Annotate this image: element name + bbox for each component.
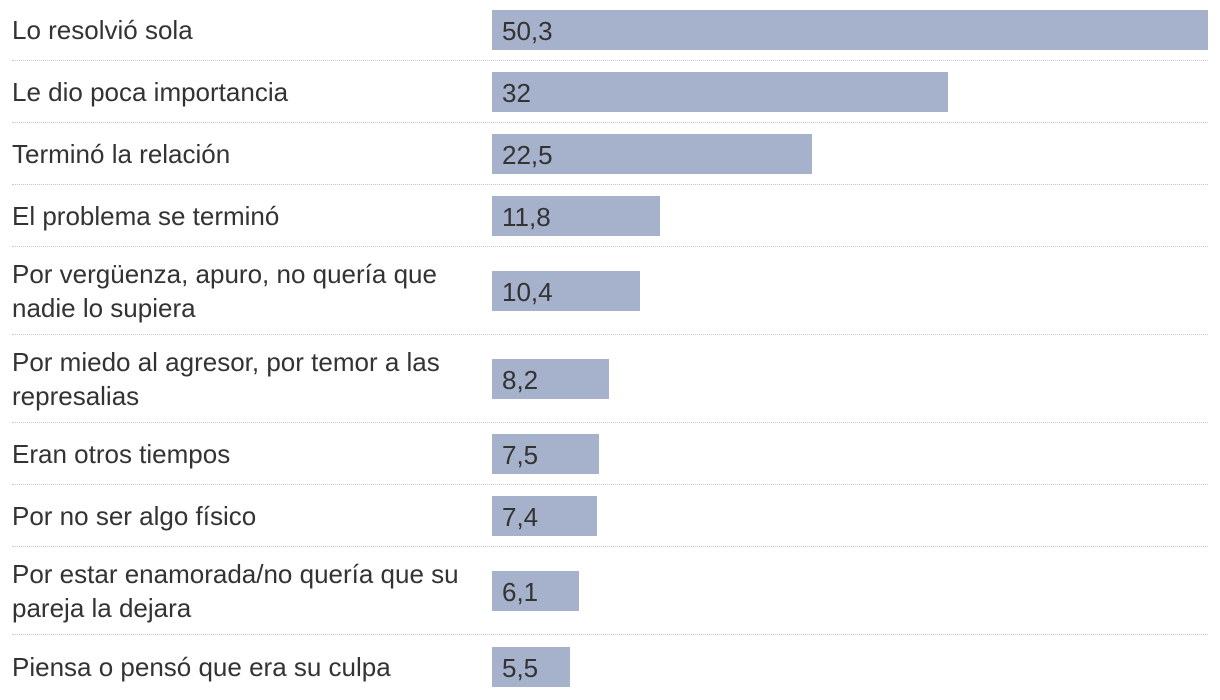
value-label: 7,4 <box>502 502 539 532</box>
bar <box>492 434 599 474</box>
category-label: Por miedo al agresor, por temor a las re… <box>12 347 440 411</box>
chart-row: Por no ser algo físico 7,4 <box>12 485 1208 547</box>
bar-track: 10,4 <box>492 271 1208 311</box>
category-label: Eran otros tiempos <box>12 439 231 469</box>
category-label: Por estar enamorada/no quería que su par… <box>12 559 459 623</box>
bar <box>492 496 597 536</box>
bar <box>492 359 609 399</box>
chart-row: Por vergüenza, apuro, no quería que nadi… <box>12 247 1208 335</box>
chart-row: Eran otros tiempos 7,5 <box>12 423 1208 485</box>
value-label: 5,5 <box>502 652 539 683</box>
chart-row: Lo resolvió sola 50,3 <box>12 0 1208 61</box>
bar <box>492 271 640 311</box>
category-label: Terminó la relación <box>12 139 231 169</box>
category-label: El problema se terminó <box>12 201 280 231</box>
bar <box>492 196 660 236</box>
value-label: 8,2 <box>502 365 539 395</box>
bar <box>492 72 948 112</box>
chart-row: Terminó la relación 22,5 <box>12 123 1208 185</box>
bar <box>492 571 579 611</box>
value-label: 50,3 <box>502 16 553 46</box>
bar <box>492 10 1208 50</box>
chart-row: Por estar enamorada/no quería que su par… <box>12 547 1208 635</box>
value-label: 11,8 <box>502 202 551 232</box>
category-label: Lo resolvió sola <box>12 15 193 45</box>
category-label: Le dio poca importancia <box>12 77 289 107</box>
chart-row: Piensa o pensó que era su culpa 5,5 <box>12 635 1208 697</box>
chart-row: Le dio poca importancia 32 <box>12 61 1208 123</box>
value-label: 7,5 <box>502 440 539 470</box>
category-label: Por no ser algo físico <box>12 501 257 531</box>
bar <box>492 134 812 174</box>
bar-track: 8,2 <box>492 359 1208 399</box>
value-label: 6,1 <box>502 577 539 607</box>
bar-track: 5,5 <box>492 646 1208 687</box>
bar-track: 22,5 <box>492 134 1208 174</box>
value-label: 22,5 <box>502 140 553 170</box>
horizontal-bar-chart: Lo resolvió sola 50,3 Le dio poca import… <box>12 0 1208 697</box>
bar <box>492 646 570 687</box>
bar-track: 7,5 <box>492 434 1208 474</box>
category-label: Por vergüenza, apuro, no quería que nadi… <box>12 259 437 323</box>
bar-track: 7,4 <box>492 496 1208 536</box>
category-label: Piensa o pensó que era su culpa <box>12 651 391 682</box>
bar-track: 6,1 <box>492 571 1208 611</box>
bar-track: 50,3 <box>492 10 1208 50</box>
chart-row: El problema se terminó 11,8 <box>12 185 1208 247</box>
bar-track: 11,8 <box>492 196 1208 236</box>
value-label: 32 <box>502 78 531 108</box>
chart-row: Por miedo al agresor, por temor a las re… <box>12 335 1208 423</box>
bar-track: 32 <box>492 72 1208 112</box>
value-label: 10,4 <box>502 277 553 307</box>
